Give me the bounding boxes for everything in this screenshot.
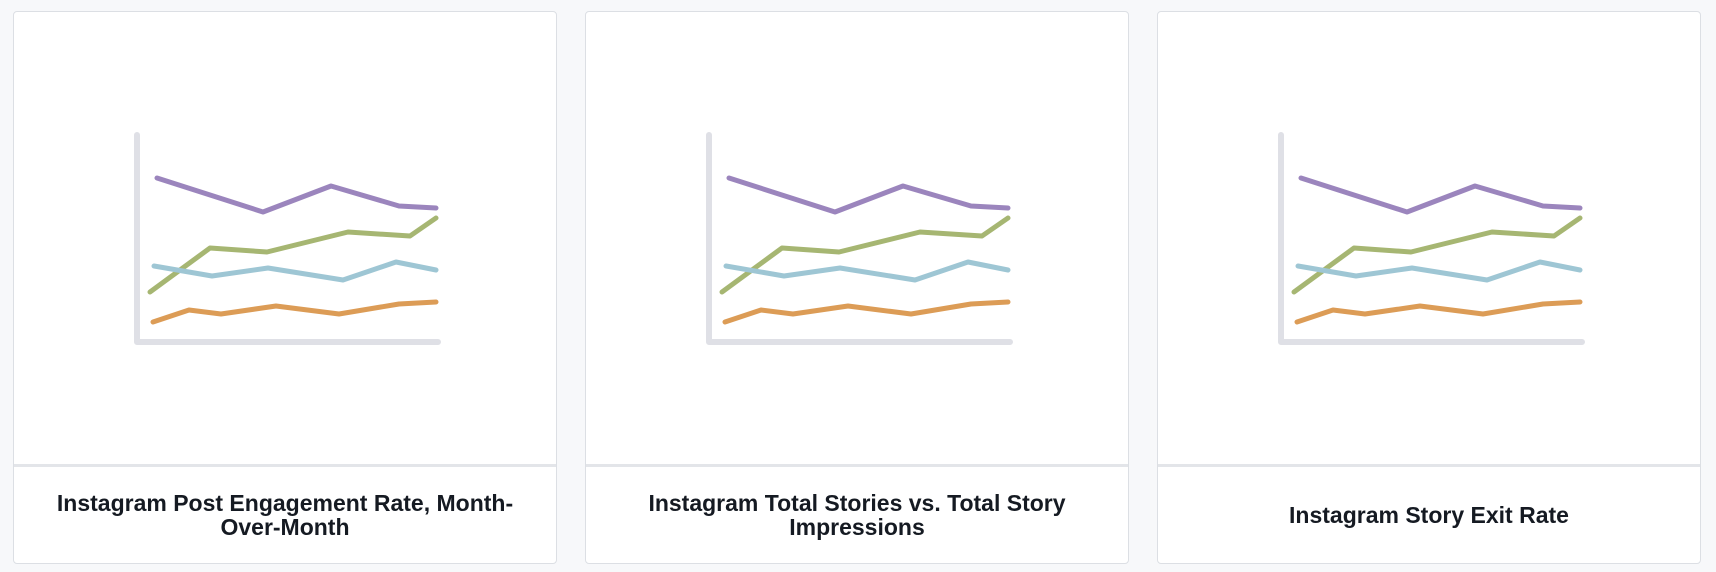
chart-series-line-icon xyxy=(1295,259,1583,283)
chart-series-line-icon xyxy=(726,175,1011,215)
line-chart-thumbnail-icon xyxy=(14,12,556,464)
card-divider xyxy=(14,464,556,467)
chart-series-line-icon xyxy=(722,299,1011,325)
chart-series-line-icon xyxy=(151,259,439,283)
card-divider xyxy=(586,464,1128,467)
chart-series-line-icon xyxy=(154,175,439,215)
report-card[interactable]: Instagram Post Engagement Rate, Month-Ov… xyxy=(13,11,557,564)
chart-axis-icon xyxy=(706,132,1013,345)
report-card[interactable]: Instagram Story Exit Rate xyxy=(1157,11,1701,564)
chart-series-line-icon xyxy=(1294,299,1583,325)
card-divider xyxy=(1158,464,1700,467)
card-caption: Instagram Story Exit Rate xyxy=(1158,467,1700,563)
line-chart-thumbnail-icon xyxy=(586,12,1128,464)
line-chart-icon-svg xyxy=(134,132,441,345)
line-chart-icon-svg xyxy=(1278,132,1585,345)
chart-series-line-icon xyxy=(1291,215,1583,295)
chart-series-line-icon xyxy=(150,299,439,325)
chart-series-line-icon xyxy=(719,215,1011,295)
card-title: Instagram Total Stories vs. Total Story … xyxy=(648,490,1066,540)
card-title: Instagram Story Exit Rate xyxy=(1289,502,1569,528)
report-card[interactable]: Instagram Total Stories vs. Total Story … xyxy=(585,11,1129,564)
chart-axis-icon xyxy=(1278,132,1585,345)
card-caption: Instagram Post Engagement Rate, Month-Ov… xyxy=(14,467,556,563)
card-caption: Instagram Total Stories vs. Total Story … xyxy=(586,467,1128,563)
chart-series-line-icon xyxy=(147,215,439,295)
chart-axis-icon xyxy=(134,132,441,345)
chart-series-line-icon xyxy=(723,259,1011,283)
card-title: Instagram Post Engagement Rate, Month-Ov… xyxy=(56,490,514,540)
line-chart-thumbnail-icon xyxy=(1158,12,1700,464)
chart-series-line-icon xyxy=(1298,175,1583,215)
line-chart-icon-svg xyxy=(706,132,1013,345)
